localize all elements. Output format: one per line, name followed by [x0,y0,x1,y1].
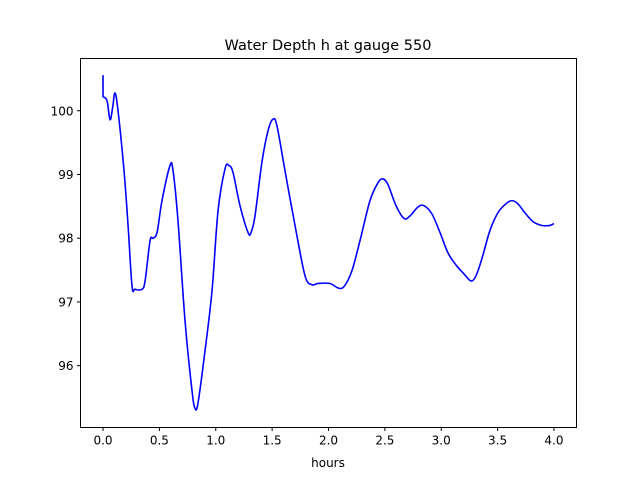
y-tick-label: 96 [58,359,73,373]
x-tick-label: 1.5 [263,434,282,448]
x-tick-label: 0.5 [150,434,169,448]
x-tick-label: 3.0 [432,434,451,448]
y-tick-label: 100 [51,104,74,118]
y-tick-label: 97 [58,295,73,309]
chart-title: Water Depth h at gauge 550 [225,38,432,54]
x-tick-label: 2.5 [375,434,394,448]
series-line-h [102,75,555,411]
plot-frame [80,58,577,428]
x-axis-label: hours [311,456,345,470]
x-tick-label: 0.0 [93,434,112,448]
y-tick-label: 98 [58,232,73,246]
x-tick-label: 3.5 [488,434,507,448]
y-tick-label: 99 [58,168,73,182]
x-tick-label: 1.0 [206,434,225,448]
x-tick-label: 4.0 [544,434,563,448]
x-tick-label: 2.0 [319,434,338,448]
